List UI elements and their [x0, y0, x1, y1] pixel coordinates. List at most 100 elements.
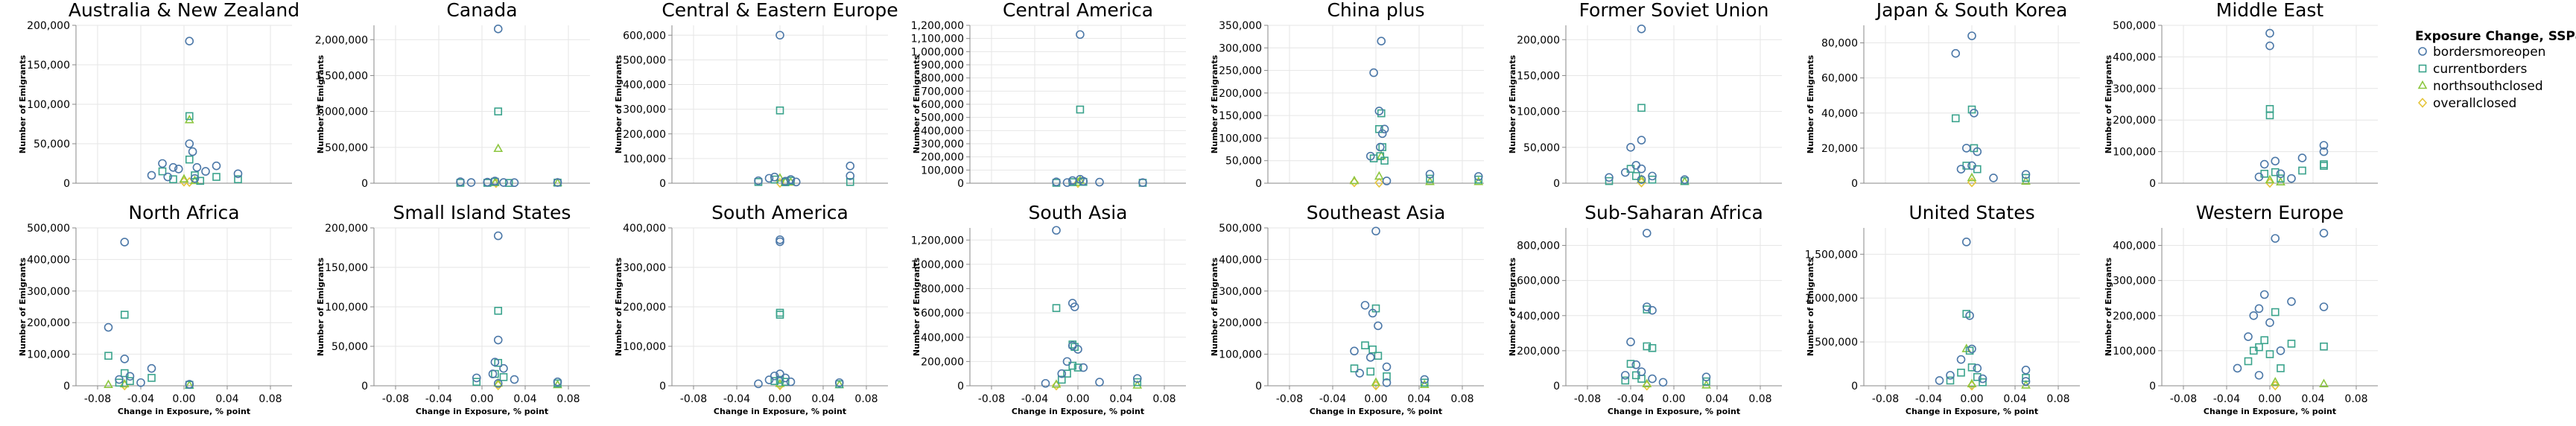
point-currentborders	[1076, 105, 1085, 114]
x-tick-label: -0.08	[1276, 393, 1303, 405]
x-tick-label: 0.00	[2258, 393, 2281, 405]
y-tick-label: 0	[659, 178, 666, 190]
y-tick-label: 200,000	[27, 20, 70, 32]
point-bordersmoreopen	[1642, 229, 1652, 238]
point-currentborders	[1946, 376, 1955, 385]
x-axis-label: Change in Exposure, % point	[1608, 407, 1740, 416]
point-bordersmoreopen	[1062, 178, 1072, 187]
y-tick-label: 1,500,000	[1805, 249, 1858, 261]
x-tick-label: 0.04	[215, 393, 238, 405]
y-tick-label: 200,000	[1517, 34, 1560, 46]
y-tick-label: 200,000	[623, 302, 666, 314]
y-tick-label: 100,000	[623, 153, 666, 165]
panel-central-and-eastern-europe: 0 100,000 200,000 300,000 400,000 500,000 600,…	[614, 0, 898, 190]
y-tick-label: 80,000	[1821, 38, 1858, 50]
point-bordersmoreopen	[791, 177, 801, 187]
point-currentborders	[2249, 346, 2258, 355]
point-bordersmoreopen	[1420, 375, 1430, 384]
point-bordersmoreopen	[1079, 363, 1088, 372]
y-axis-label: Number of Emigrants	[912, 54, 921, 153]
point-bordersmoreopen	[510, 375, 519, 384]
legend-title: Exposure Change, SSP4	[2415, 29, 2576, 44]
point-bordersmoreopen	[1956, 165, 1966, 174]
y-tick-label: 800,000	[921, 73, 964, 85]
point-bordersmoreopen	[1620, 168, 1630, 177]
point-currentborders	[775, 375, 784, 384]
x-tick-label: 0.08	[1152, 393, 1176, 405]
panel-north-africa: 0 100,000 200,000 300,000 400,000 500,000 Nort…	[18, 202, 292, 416]
y-tick-label: 1,200,000	[911, 20, 964, 32]
point-bordersmoreopen	[1377, 36, 1386, 46]
y-axis-label: Number of Emigrants	[1806, 257, 1815, 356]
point-bordersmoreopen	[1967, 344, 1976, 354]
y-tick-label: 300,000	[2113, 83, 2156, 95]
point-currentborders	[104, 352, 112, 360]
panel-title: Central America	[1003, 0, 1153, 21]
point-currentborders	[2271, 168, 2280, 177]
y-axis-label: Number of Emigrants	[1806, 54, 1815, 153]
series-currentborders	[1946, 310, 2030, 387]
y-tick-label: 200,000	[325, 223, 368, 235]
y-axis-label: Number of Emigrants	[316, 257, 326, 356]
panel-sub-saharan-africa: 0 200,000 400,000 600,000 800,000 Sub-Saharan…	[1508, 202, 1782, 416]
y-tick-label: 400,000	[623, 80, 666, 92]
point-bordersmoreopen	[1989, 174, 1998, 182]
y-tick-label: 900,000	[921, 60, 964, 71]
y-tick-label: 500,000	[2113, 20, 2156, 32]
point-bordersmoreopen	[115, 375, 124, 384]
panel-south-america: 0 100,000 200,000 300,000 400,000 South Ameri…	[614, 202, 888, 416]
point-bordersmoreopen	[1605, 173, 1614, 182]
y-tick-label: 20,000	[1821, 143, 1858, 155]
x-axis-label: Change in Exposure, % point	[118, 407, 250, 416]
point-currentborders	[2287, 340, 2296, 348]
series-currentborders	[1350, 304, 1429, 387]
point-bordersmoreopen	[1067, 176, 1077, 185]
panel-china-plus: 0 50,000 100,000 150,000 200,000 250,000 300,0…	[1210, 0, 1484, 190]
series-currentborders	[1052, 105, 1147, 187]
point-bordersmoreopen	[1079, 177, 1088, 186]
point-bordersmoreopen	[147, 363, 156, 373]
series-bordersmoreopen	[1365, 36, 1483, 185]
x-tick-label: 0.08	[1450, 393, 1473, 405]
point-currentborders	[1383, 372, 1391, 381]
point-bordersmoreopen	[2297, 153, 2307, 162]
y-tick-label: 300,000	[1219, 286, 1262, 298]
point-currentborders	[2022, 374, 2030, 382]
panel-title: China plus	[1327, 0, 1424, 21]
panel-south-asia: 0 200,000 400,000 600,000 800,000 1,000,000 1,…	[911, 202, 1186, 416]
x-tick-label: -0.04	[127, 393, 154, 405]
point-currentborders	[846, 178, 854, 186]
y-tick-label: 0	[1553, 381, 1560, 392]
point-currentborders	[1643, 342, 1652, 351]
point-bordersmoreopen	[499, 178, 508, 187]
point-bordersmoreopen	[1973, 363, 1982, 373]
y-tick-label: 40,000	[1821, 108, 1858, 120]
point-bordersmoreopen	[499, 363, 508, 373]
x-axis-label: Change in Exposure, % point	[714, 407, 846, 416]
point-currentborders	[1648, 344, 1657, 352]
x-tick-label: -0.04	[723, 393, 750, 405]
y-tick-label: 0	[957, 381, 964, 392]
point-bordersmoreopen	[2319, 229, 2329, 238]
point-northsouthclosed	[179, 174, 189, 182]
y-tick-label: 150,000	[1517, 70, 1560, 82]
point-bordersmoreopen	[1637, 175, 1646, 184]
point-bordersmoreopen	[2254, 172, 2264, 182]
series-northsouthclosed	[493, 378, 562, 389]
y-axis-label: Number of Emigrants	[912, 257, 921, 356]
panel-title: Middle East	[2216, 0, 2324, 21]
x-tick-label: 0.00	[172, 393, 195, 405]
point-northsouthclosed	[2270, 377, 2280, 386]
point-bordersmoreopen	[493, 335, 503, 345]
point-bordersmoreopen	[846, 171, 855, 180]
point-northsouthclosed	[1132, 380, 1143, 389]
point-bordersmoreopen	[1648, 374, 1657, 384]
y-tick-label: 300,000	[623, 262, 666, 274]
y-axis-label: Number of Emigrants	[18, 257, 28, 356]
series-bordersmoreopen	[147, 36, 243, 183]
point-overallclosed	[1374, 177, 1384, 188]
y-tick-label: 1,100,000	[911, 34, 964, 45]
point-bordersmoreopen	[158, 159, 167, 168]
y-axis-label: Number of Emigrants	[614, 257, 624, 356]
